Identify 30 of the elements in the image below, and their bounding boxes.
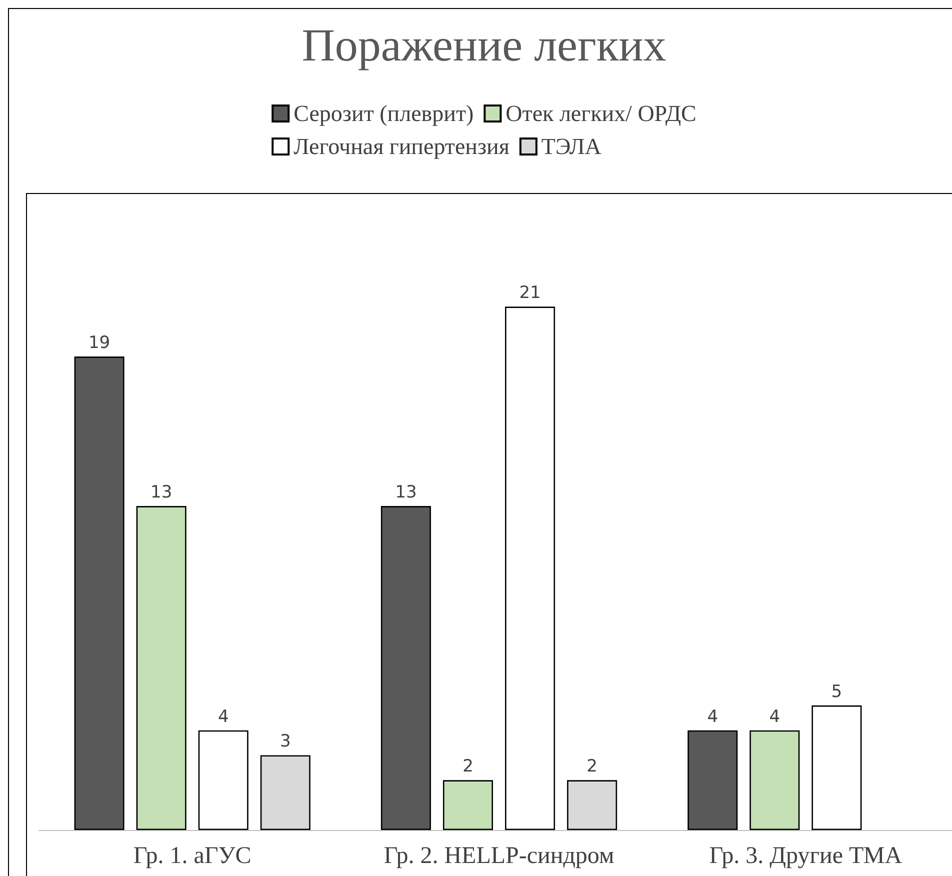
bar (442, 780, 493, 830)
legend-label: Отек легких/ ОРДС (506, 101, 696, 126)
data-label: 13 (150, 482, 172, 503)
legend-label: Легочная гипертензия (294, 134, 510, 159)
bar (812, 705, 862, 830)
x-tick-label: Гр. 2. HELLP-синдром (384, 843, 614, 869)
legend-label: ТЭЛА (541, 134, 602, 159)
bar (505, 306, 556, 830)
bar (74, 356, 124, 830)
bar (260, 755, 310, 830)
data-label: 3 (280, 732, 291, 752)
data-label: 21 (519, 283, 541, 304)
data-label: 4 (769, 706, 780, 727)
bar (198, 730, 248, 830)
data-label: 13 (395, 482, 417, 503)
legend-label: Серозит (плеврит) (294, 101, 474, 126)
data-label: 2 (462, 756, 474, 777)
x-tick-label: Гр. 1. аГУС (133, 843, 252, 869)
data-label: 19 (88, 333, 110, 354)
chart-title: Поражение легких (302, 20, 666, 70)
data-label: 5 (831, 682, 842, 702)
data-label: 4 (218, 706, 229, 727)
data-label: 2 (586, 756, 598, 777)
x-tick-label: Гр. 3. Другие ТМА (709, 843, 903, 869)
bar (380, 506, 431, 830)
bar (750, 730, 800, 830)
bar (136, 506, 186, 830)
data-label: 4 (707, 706, 718, 727)
bar (567, 780, 618, 830)
bar (688, 730, 738, 830)
